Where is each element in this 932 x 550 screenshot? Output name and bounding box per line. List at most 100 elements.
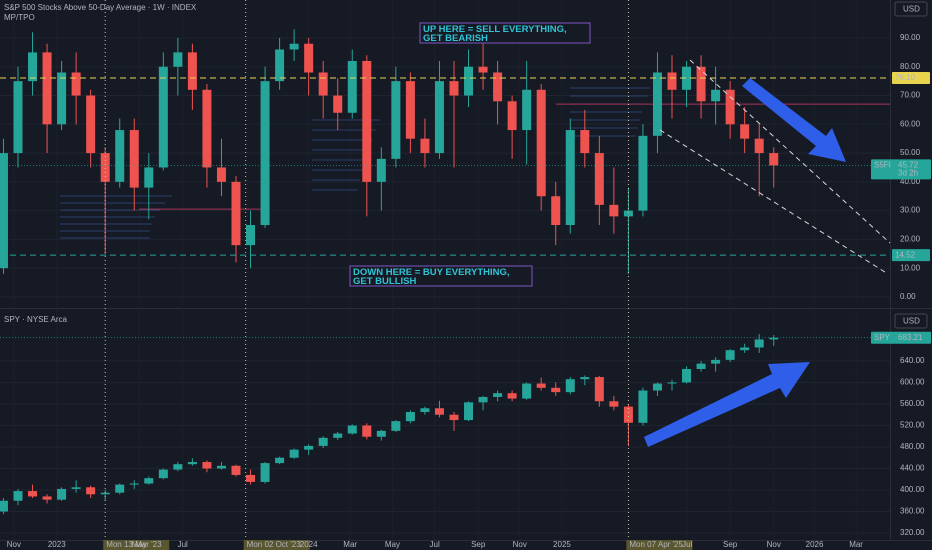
annotation-box [349, 265, 533, 287]
countdown: 3d 2h [898, 168, 918, 177]
currency-box [894, 313, 928, 329]
annotation-text: GET BEARISH [423, 33, 488, 44]
y-tick-label: 440.00 [900, 464, 925, 473]
y-tick-label: 50.00 [900, 148, 921, 157]
candle-body [71, 72, 81, 96]
candle-body [173, 464, 183, 470]
candle-body [13, 491, 23, 501]
candle-body [696, 363, 706, 369]
y-tick-label: 480.00 [900, 442, 925, 451]
candle-body [333, 95, 343, 113]
candle-body [100, 153, 110, 182]
volume-profile [60, 87, 650, 239]
candle-body [391, 421, 401, 431]
candle-body [682, 369, 692, 383]
candle-body [551, 387, 561, 393]
candle-body [28, 491, 38, 497]
x-tick-label: Mon 02 Oct '23 [247, 540, 302, 549]
candle-body [115, 130, 125, 182]
y-tick-label: 40.00 [900, 177, 921, 186]
candle-body [144, 478, 154, 484]
candle-body [434, 408, 444, 415]
candle-body [405, 412, 415, 422]
candle-body [57, 488, 67, 500]
y-tick-label: 90.00 [900, 33, 921, 42]
candle-body [478, 396, 488, 403]
profile-rows [60, 195, 172, 239]
candle-body [129, 483, 139, 485]
x-tick-label: 2025 [553, 540, 571, 549]
symbol-label: S5FI [874, 160, 891, 169]
candle-body [725, 350, 735, 360]
level-label-bg [892, 249, 930, 262]
y-tick-label: 360.00 [900, 507, 925, 516]
currency-box [894, 1, 928, 17]
candle-body [0, 153, 8, 269]
candle-body [13, 81, 23, 154]
candle-body [493, 72, 503, 102]
candle-body [275, 457, 285, 464]
x-tick-label: Mon 07 Apr '25 [629, 540, 683, 549]
last-price-label: 45.72 [898, 160, 919, 169]
candle-body [100, 492, 110, 495]
x-tick-label: Nov [513, 540, 527, 549]
currency: USD [903, 5, 920, 14]
candle-body [711, 89, 721, 102]
candle-body [725, 89, 735, 125]
candle-body [638, 135, 648, 211]
last-price-bg [871, 331, 931, 344]
candle-body [464, 402, 474, 421]
candle-body [464, 66, 474, 96]
event-label-bg [103, 540, 170, 550]
x-tick-label: Mar [343, 540, 357, 549]
x-tick-label: 2024 [300, 540, 318, 549]
level-label: 76.10 [895, 73, 916, 82]
candle-body [42, 52, 52, 125]
candle-body [28, 52, 38, 82]
x-tick-label: Mon 13 Mar '23 [106, 540, 162, 549]
candle-body [623, 210, 633, 217]
marks [0, 0, 890, 540]
candle-body [246, 225, 256, 246]
candle-body [187, 462, 197, 465]
candle-body [536, 383, 546, 388]
y-tick-label: 60.00 [900, 119, 921, 128]
candle-body [405, 81, 415, 139]
x-tick-label: Jul [178, 540, 188, 549]
trendlines [659, 59, 891, 275]
currency: USD [903, 317, 920, 326]
candle-body [376, 158, 386, 182]
candle-body [289, 43, 299, 50]
candle-body [434, 81, 444, 154]
candle-body [594, 153, 604, 205]
candle-body [580, 130, 590, 154]
candle-body [551, 196, 561, 226]
candle-body [129, 130, 139, 188]
candle-body [304, 43, 314, 73]
y-tick-label: 400.00 [900, 485, 925, 494]
candle-body [376, 430, 386, 437]
candle-body [304, 445, 314, 450]
candle-body [609, 204, 619, 217]
y-tick-label: 30.00 [900, 206, 921, 215]
candle-body [42, 496, 52, 500]
profile-rows [312, 119, 380, 191]
x-tick-label: Sep [723, 540, 738, 549]
candle-body [391, 81, 401, 159]
candle-body [507, 101, 517, 131]
x-tick-label: Mar [849, 540, 863, 549]
candle-body [216, 167, 226, 182]
annotation-text: GET BULLISH [353, 276, 416, 287]
candle-body [57, 72, 67, 125]
level-label: 14.52 [895, 250, 916, 259]
candle-body [609, 401, 619, 407]
last-price-bg [871, 159, 931, 180]
pane-title: S&P 500 Stocks Above 50-Day Average · 1W… [4, 3, 197, 12]
x-tick-label: May [132, 540, 147, 549]
candle-body [580, 377, 590, 380]
candle-body [289, 449, 299, 458]
candle-body [0, 500, 8, 512]
candle-body [740, 124, 750, 139]
y-tick-label: 320.00 [900, 528, 925, 537]
